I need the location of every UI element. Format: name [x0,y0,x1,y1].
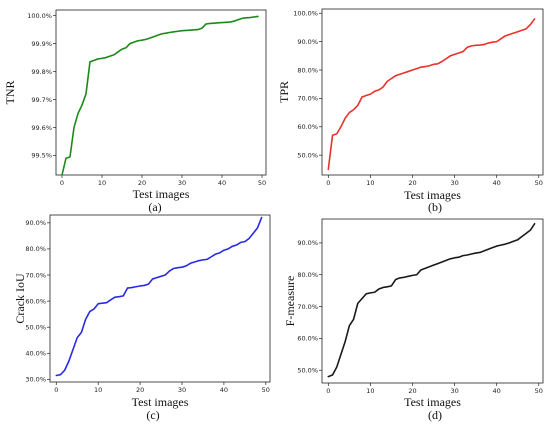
chart-1-ytick-label-2: 70.0% [297,95,318,103]
chart-1-xtick-label-2: 20 [408,179,416,187]
chart-panel-b: 0 10 20 30 40 50 50.0% 60.0% 70.0% 80.0% 90.0% 100.… [277,8,544,214]
chart-2-y-axis-label: Crack IoU [13,273,27,324]
chart-3-xtick-label-1: 10 [366,387,374,395]
chart-2-caption: (c) [146,408,159,422]
chart-2-ytick-label-1: 40.0% [25,350,46,358]
chart-3-x-axis-label: Test images [404,395,461,409]
chart-3-ytick-label-1: 60.0% [297,335,318,343]
chart-1-xtick-label-5: 50 [535,179,543,187]
chart-1-caption: (b) [428,200,442,214]
chart-2-xtick-label-4: 40 [220,386,228,394]
chart-3-xtick-label-4: 40 [493,387,501,395]
chart-3-ytick-label-4: 90.0% [297,239,318,247]
chart-1-xtick-label-1: 10 [366,179,374,187]
chart-1-ytick-label-1: 60.0% [297,123,318,131]
chart-2-frame [49,214,271,383]
chart-0-ytick-label-1: 99.6% [31,124,52,132]
chart-0-series-line-0 [61,15,259,176]
chart-0-ytick-label-0: 99.5% [31,152,52,160]
chart-2-xtick-label-5: 50 [262,386,270,394]
chart-2-ytick-label-0: 30.0% [25,376,46,384]
chart-panel-a: 0 10 20 30 40 50 99.5% 99.6% 99.7% 99.8% 99.9% 100.… [3,9,267,214]
chart-1-ytick-label-3: 80.0% [297,66,318,74]
chart-2-xtick-label-2: 20 [136,386,144,394]
chart-2-ytick-label-3: 60.0% [25,297,46,305]
chart-3-ytick-label-3: 80.0% [297,271,318,279]
chart-2-xtick-label-0: 0 [54,386,58,394]
chart-1-ytick-label-4: 90.0% [297,38,318,46]
chart-1-xtick-label-4: 40 [493,179,501,187]
chart-3-ytick-label-2: 70.0% [297,303,318,311]
chart-2-xtick-label-3: 30 [178,386,186,394]
chart-0-frame [55,9,267,176]
chart-1-xtick-label-0: 0 [326,179,330,187]
chart-2-ytick-label-2: 50.0% [25,324,46,332]
chart-1-xtick-label-3: 30 [450,179,458,187]
chart-2-x-axis-label: Test images [132,395,189,409]
chart-0-xtick-label-5: 50 [258,179,266,187]
chart-0-xtick-label-1: 10 [98,179,106,187]
chart-0-xtick-label-0: 0 [60,179,64,187]
chart-3-xtick-label-0: 0 [326,387,330,395]
chart-3-frame [321,218,544,384]
chart-0-xtick-label-2: 20 [138,179,146,187]
chart-3-xtick-label-5: 50 [535,387,543,395]
chart-3-series-line-0 [327,222,536,378]
chart-2-series-line-0 [55,216,263,377]
chart-0-x-axis-label: Test images [133,187,190,201]
chart-2-ytick-label-5: 80.0% [25,245,46,253]
chart-panel-d: 0 10 20 30 40 50 50.0% 60.0% 70.0% 80.0% 90.0% Test… [283,218,544,422]
chart-panel-c: 0 10 20 30 40 50 30.0% 40.0% 50.0% 60.0% 70.0% 80.0… [13,214,271,422]
chart-3-ytick-label-0: 50.0% [297,367,318,375]
chart-2-ytick-label-4: 70.0% [25,271,46,279]
chart-0-xtick-label-4: 40 [218,179,226,187]
chart-0-ytick-label-3: 99.8% [31,68,52,76]
chart-1-series-line-0 [327,18,536,171]
chart-1-ytick-label-5: 100.0% [293,10,318,18]
chart-1-ytick-label-0: 50.0% [297,151,318,159]
chart-0-xtick-label-3: 30 [178,179,186,187]
chart-0-y-axis-label: TNR [3,81,17,105]
chart-2-xtick-label-1: 10 [94,386,102,394]
chart-1-frame [321,8,544,176]
chart-3-caption: (d) [428,408,442,422]
chart-2-ytick-label-6: 90.0% [25,219,46,227]
chart-0-ytick-label-2: 99.7% [31,96,52,104]
chart-3-xtick-label-2: 20 [408,387,416,395]
chart-1-x-axis-label: Test images [404,188,461,202]
chart-0-caption: (a) [148,200,161,214]
chart-0-ytick-label-5: 100.0% [27,12,52,20]
chart-3-y-axis-label: F-measure [283,276,297,327]
chart-0-ytick-label-4: 99.9% [31,40,52,48]
chart-3-xtick-label-3: 30 [450,387,458,395]
chart-1-y-axis-label: TPR [277,81,291,103]
